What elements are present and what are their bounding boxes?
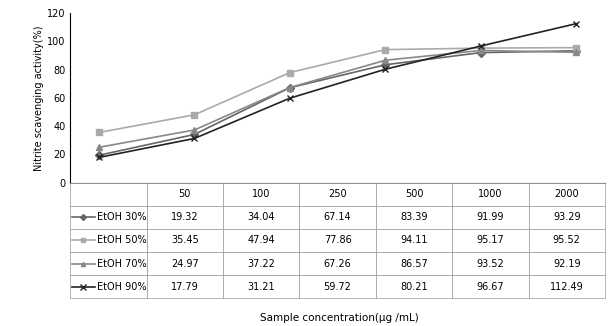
EtOH 70% [191,128,198,132]
Y-axis label: Nitrite scavenging activity(%): Nitrite scavenging activity(%) [34,25,44,170]
EtOH 30% [477,51,485,54]
EtOH 50% [286,71,293,75]
EtOH 90% [286,96,293,100]
EtOH 90% [477,44,485,48]
Line: EtOH 30%: EtOH 30% [96,48,579,158]
EtOH 50% [191,113,198,117]
EtOH 70% [573,51,580,54]
EtOH 70% [95,145,103,149]
EtOH 50% [573,46,580,50]
EtOH 90% [382,67,389,71]
EtOH 90% [191,137,198,141]
EtOH 30% [573,49,580,53]
EtOH 90% [573,22,580,26]
EtOH 30% [95,153,103,157]
EtOH 30% [286,86,293,90]
EtOH 50% [382,48,389,52]
Line: EtOH 70%: EtOH 70% [96,48,579,150]
Line: EtOH 50%: EtOH 50% [96,45,579,135]
EtOH 30% [382,63,389,67]
EtOH 70% [477,49,485,52]
EtOH 50% [95,130,103,134]
EtOH 70% [382,58,389,62]
EtOH 90% [95,156,103,159]
EtOH 70% [286,86,293,90]
Text: Sample concentration(μg /mL): Sample concentration(μg /mL) [260,313,419,323]
EtOH 50% [477,46,485,50]
EtOH 30% [191,132,198,136]
Line: EtOH 90%: EtOH 90% [95,20,580,161]
